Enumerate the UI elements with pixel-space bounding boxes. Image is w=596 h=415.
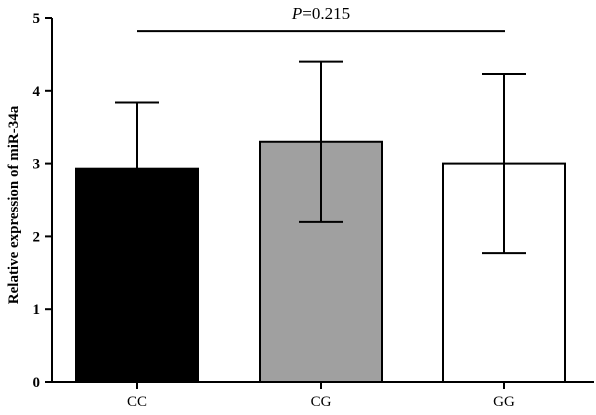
- y-tick-label: 2: [33, 229, 41, 245]
- error-bars: [115, 60, 526, 255]
- p-value: =0.215: [302, 4, 350, 23]
- y-tick-label: 5: [33, 11, 41, 27]
- y-axis-title: Relative expression of miR-34a: [6, 105, 22, 304]
- x-tick-label: CG: [311, 394, 332, 410]
- y-tick-label: 1: [33, 302, 41, 318]
- tick-labels: 0 1 2 3 4 5 CC CG GG: [33, 11, 515, 410]
- x-tick-label: GG: [493, 394, 515, 410]
- p-symbol: P: [291, 4, 302, 23]
- x-tick-label: CC: [127, 394, 147, 410]
- y-tick-label: 0: [33, 375, 41, 391]
- y-tick-label: 4: [33, 84, 41, 100]
- significance-label: P=0.215: [291, 4, 350, 23]
- y-tick-label: 3: [33, 157, 41, 173]
